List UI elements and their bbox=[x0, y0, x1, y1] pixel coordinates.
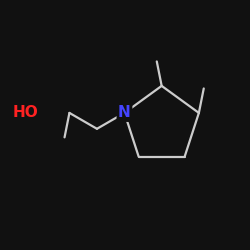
Text: HO: HO bbox=[13, 106, 38, 120]
Text: N: N bbox=[118, 106, 131, 120]
